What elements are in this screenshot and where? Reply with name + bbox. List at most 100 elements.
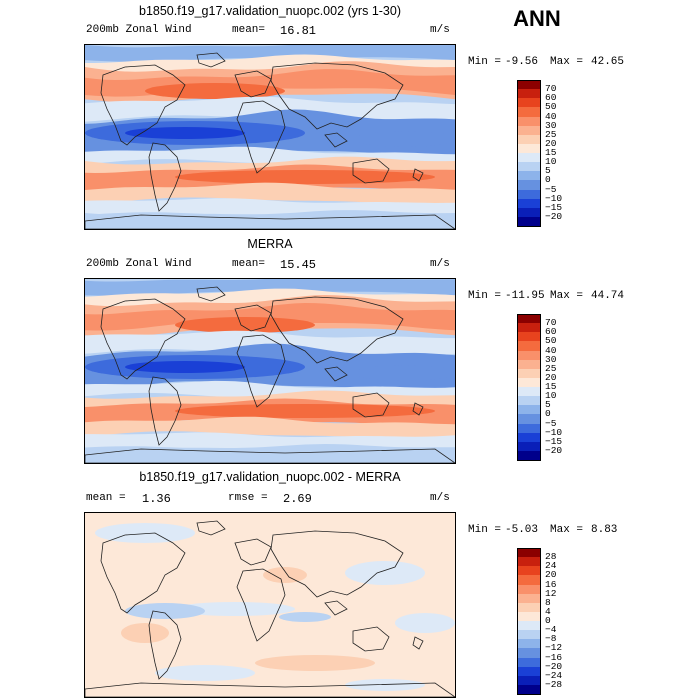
panel-1-min-label: Min = (468, 56, 502, 68)
colorbar-level-label: −5 (545, 417, 557, 429)
panel-3-rmse-value: 2.69 (283, 492, 312, 506)
panel-1-contour-map (85, 45, 455, 229)
coastline (324, 600, 348, 616)
panel-1-colorbar: 70 60 50 40 30 25 20 15 10 5 0 −5 −10 −15 −20 (517, 80, 577, 227)
colorbar-level-label: −24 (545, 669, 563, 681)
panel-3-mean-value: 1.36 (142, 492, 171, 506)
coastline (412, 636, 424, 650)
coastline (196, 520, 226, 536)
panel-3-rmse-label: rmse = (228, 492, 268, 504)
contour-blob (175, 602, 295, 616)
panel-3-colorbar: 28 24 20 16 12 8 4 0 −4 −8 −12 −16 −20 −24 −28 (517, 548, 577, 695)
colorbar-level-label: 20 (545, 569, 557, 581)
coastline (270, 296, 404, 364)
colorbar-level-label: 5 (545, 399, 551, 411)
panel-3-units: m/s (430, 492, 450, 504)
colorbar-level-label: 70 (545, 83, 557, 95)
contour-blob (175, 317, 315, 333)
contour-blob (345, 679, 425, 691)
contour-blob (279, 612, 331, 622)
coastline (324, 132, 348, 148)
panel-3-contour-map (85, 513, 455, 697)
colorbar-level-label: 10 (545, 390, 557, 402)
panel-1-mean-label: mean= (232, 24, 266, 36)
coastline (100, 64, 186, 146)
coastline (148, 142, 182, 212)
coastline (352, 626, 390, 652)
panel-2-max-label: Max = (550, 290, 584, 302)
panel-1-max-label: Max = (550, 56, 584, 68)
panel-2-map (84, 278, 456, 464)
colorbar-level-label: −10 (545, 192, 563, 204)
coastline (85, 214, 455, 229)
panel-3-min-label: Min = (468, 524, 502, 536)
contour-band (85, 210, 455, 229)
colorbar-level-label: 60 (545, 326, 557, 338)
colorbar-level-label: 30 (545, 119, 557, 131)
panel-2-units: m/s (430, 258, 450, 270)
contour-blob (355, 131, 455, 147)
contour-blob (125, 127, 245, 139)
colorbar-level-label: 25 (545, 128, 557, 140)
contour-blob (345, 561, 425, 585)
coastline (324, 366, 348, 382)
coastline (234, 538, 272, 566)
colorbar-level-label: 20 (545, 137, 557, 149)
colorbar-level-label: 20 (545, 371, 557, 383)
coastline (236, 100, 286, 174)
colorbar-level-label: 0 (545, 615, 551, 626)
colorbar-level-label: −4 (545, 624, 557, 636)
colorbar-swatch (517, 216, 541, 227)
panel-1-field-label: 200mb Zonal Wind (86, 24, 192, 36)
coastline (148, 610, 182, 680)
panel-2-contour-map (85, 279, 455, 463)
contour-blob (175, 404, 435, 418)
panel-2-min-label: Min = (468, 290, 502, 302)
colorbar-swatch (517, 684, 541, 695)
colorbar-level-label: 15 (545, 381, 557, 392)
colorbar-level-label: 16 (545, 578, 557, 590)
colorbar-level-label: 40 (545, 110, 557, 122)
contour-blob (175, 170, 435, 184)
coastline (234, 304, 272, 332)
colorbar-level-label: 50 (545, 335, 557, 347)
coastline (100, 532, 186, 614)
colorbar-level-label: 0 (545, 408, 551, 420)
contour-band (85, 416, 455, 439)
panel-1-title: b1850.f19_g17.validation_nuopc.002 (yrs … (139, 4, 401, 18)
coastline (352, 392, 390, 418)
contour-band (85, 330, 455, 357)
contour-blob (155, 665, 255, 681)
panel-3-max-value: 8.83 (591, 524, 618, 536)
contour-blob (121, 623, 169, 643)
coastline (196, 286, 226, 302)
colorbar-level-label: 10 (545, 156, 557, 168)
coastline (148, 376, 182, 446)
coastline (236, 334, 286, 408)
coastline (270, 530, 404, 598)
colorbar-level-label: −20 (545, 444, 563, 456)
contour-band (85, 45, 455, 62)
colorbar-level-label: 0 (545, 174, 551, 186)
colorbar-level-label: 4 (545, 605, 551, 617)
colorbar-level-label: −20 (545, 660, 563, 672)
coastline (236, 568, 286, 642)
contour-blob (125, 603, 205, 619)
coastline (412, 168, 424, 182)
panel-3-mean-label: mean = (86, 492, 126, 504)
panel-3-title: b1850.f19_g17.validation_nuopc.002 - MER… (139, 470, 401, 484)
colorbar-level-label: 70 (545, 317, 557, 329)
colorbar-level-label: 28 (545, 551, 557, 563)
colorbar-level-label: 5 (545, 165, 551, 177)
colorbar-level-label: 8 (545, 596, 551, 608)
contour-band (85, 182, 455, 205)
contour-band (85, 279, 455, 296)
colorbar-level-label: −15 (545, 435, 563, 447)
colorbar-level-label: 60 (545, 92, 557, 104)
colorbar-level-label: −15 (545, 201, 563, 213)
panel-1-map (84, 44, 456, 230)
colorbar-level-label: 25 (545, 362, 557, 374)
panel-2-field-label: 200mb Zonal Wind (86, 258, 192, 270)
panel-2-mean-label: mean= (232, 258, 266, 270)
colorbar-level-label: −5 (545, 183, 557, 195)
